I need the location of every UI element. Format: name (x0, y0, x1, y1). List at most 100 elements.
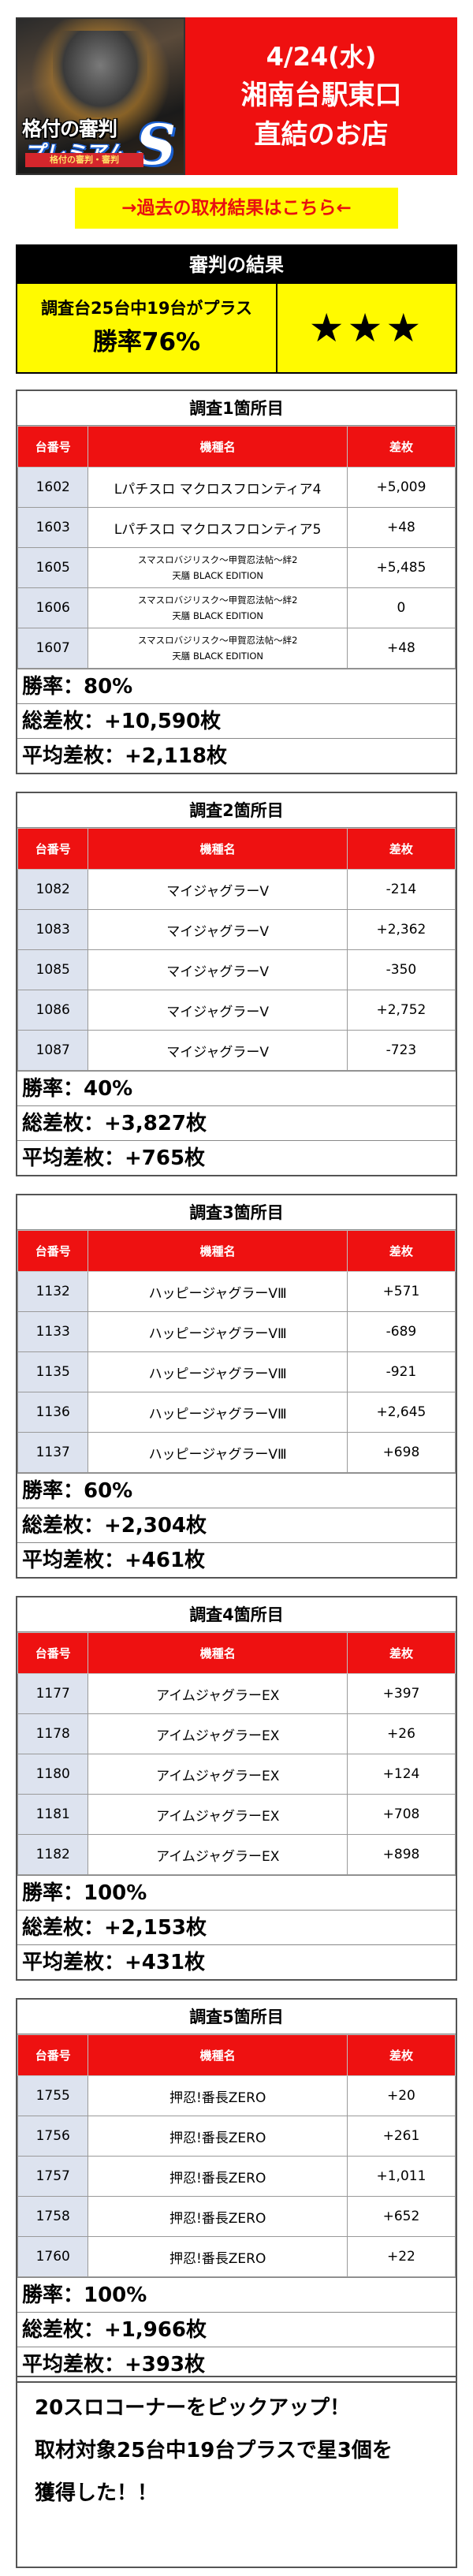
table-row: 1758 押忍!番長ZERO +652 (17, 2196, 456, 2237)
table-row: 1137 ハッピージャグラーVⅢ +698 (17, 1432, 456, 1473)
summary-line-2: 取材対象25台中19台プラスで星3個を (35, 2439, 393, 2462)
difference-value: +652 (346, 2196, 456, 2237)
machine-number: 1135 (17, 1351, 89, 1392)
difference-value: +397 (347, 1673, 456, 1714)
difference-value: +22 (346, 2236, 456, 2277)
table-row: 1757 押忍!番長ZERO +1,011 (17, 2156, 456, 2197)
column-header-difference: 差枚 (346, 2034, 456, 2076)
table-row: 1136 ハッピージャグラーVⅢ +2,645 (17, 1392, 456, 1433)
machine-name: マイジャグラーV (88, 909, 348, 950)
difference-value: +698 (346, 1432, 456, 1473)
machine-number: 1136 (17, 1392, 89, 1433)
machine-name-line-2: 天膳 BLACK EDITION (172, 610, 264, 621)
machine-number: 1087 (17, 1030, 89, 1071)
machine-number: 1760 (17, 2236, 89, 2277)
column-header-machine-number: 台番号 (17, 828, 89, 870)
machine-number: 1607 (17, 628, 89, 669)
machine-name: ハッピージャグラーVⅢ (88, 1392, 348, 1433)
results-table: 台番号 機種名 差枚 1082 マイジャグラーV -214 1083 マイジャグラーV +2,3… (17, 828, 456, 1071)
machine-number: 1132 (17, 1271, 89, 1312)
win-rate: 勝率：60% (17, 1473, 456, 1508)
survey-title: 調査1箇所目 (17, 391, 456, 426)
verdict-win-rate: 勝率76% (92, 328, 201, 356)
total-difference: 総差枚：+3,827枚 (17, 1105, 456, 1140)
table-row: 1177 アイムジャグラーEX +397 (17, 1673, 456, 1714)
verdict-star-rating: ★★★ (308, 305, 425, 351)
column-header-machine-name: 機種名 (88, 828, 348, 870)
table-row: 1602 Lパチスロ マクロスフロンティア4 +5,009 (17, 467, 456, 508)
machine-name: マイジャグラーV (88, 869, 348, 910)
machine-number: 1082 (17, 869, 89, 910)
machine-name-line-2: 天膳 BLACK EDITION (172, 570, 264, 581)
difference-value: 0 (346, 587, 456, 628)
column-header-machine-number: 台番号 (17, 2034, 89, 2076)
machine-number: 1755 (17, 2075, 89, 2116)
table-row: 1132 ハッピージャグラーVⅢ +571 (17, 1271, 456, 1312)
machine-name: アイムジャグラーEX (88, 1754, 348, 1795)
difference-value: +571 (346, 1271, 456, 1312)
difference-value: +2,752 (346, 990, 456, 1031)
column-header-difference: 差枚 (347, 1632, 456, 1674)
machine-name: アイムジャグラーEX (88, 1834, 348, 1875)
table-row: 1756 押忍!番長ZERO +261 (17, 2116, 456, 2157)
survey-title: 調査3箇所目 (17, 1195, 456, 1230)
machine-number: 1758 (17, 2196, 89, 2237)
difference-value: +261 (346, 2116, 456, 2157)
difference-value: +48 (346, 628, 456, 669)
column-header-difference: 差枚 (346, 426, 456, 468)
machine-name: 押忍!番長ZERO (88, 2236, 348, 2277)
machine-name: マイジャグラーV (88, 1030, 348, 1071)
machine-name: ハッピージャグラーVⅢ (88, 1432, 348, 1473)
machine-name: Lパチスロ マクロスフロンティア5 (88, 507, 348, 548)
machine-name: Lパチスロ マクロスフロンティア4 (88, 467, 348, 508)
event-logo: 格付の審判 プレミアム S 格付の審判・審判 (16, 17, 185, 175)
past-results-link[interactable]: →過去の取材結果はこちら← (75, 188, 398, 229)
machine-number: 1757 (17, 2156, 89, 2197)
win-rate: 勝率：40% (17, 1071, 456, 1105)
machine-name-line-1: スマスロバジリスク～甲賀忍法帖～絆2 (137, 554, 298, 565)
table-row: 1087 マイジャグラーV -723 (17, 1030, 456, 1071)
difference-value: -921 (346, 1351, 456, 1392)
logo-title: 格付の審判 (22, 117, 117, 140)
summary-line-3: 獲得した！！ (35, 2481, 158, 2505)
machine-number: 1606 (17, 587, 89, 628)
machine-name: アイムジャグラーEX (88, 1713, 348, 1754)
table-row: 1606 スマスロバジリスク～甲賀忍法帖～絆2 天膳 BLACK EDITION 0 (17, 587, 456, 628)
results-table: 台番号 機種名 差枚 1602 Lパチスロ マクロスフロンティア4 +5,009 1603 L… (17, 426, 456, 669)
machine-name: スマスロバジリスク～甲賀忍法帖～絆2 天膳 BLACK EDITION (88, 587, 348, 628)
machine-name: アイムジャグラーEX (88, 1673, 348, 1714)
total-difference: 総差枚：+2,153枚 (17, 1910, 456, 1944)
summary-footer: 20スロコーナーをピックアップ！ 取材対象25台中19台プラスで星3個を 獲得し… (16, 2376, 457, 2568)
column-header-machine-name: 機種名 (88, 426, 348, 468)
machine-number: 1180 (17, 1754, 89, 1795)
survey-section-1: 調査1箇所目 台番号 機種名 差枚 1602 Lパチスロ マクロスフロンティア4 +5,00… (16, 390, 457, 774)
machine-number: 1603 (17, 507, 89, 548)
average-difference: 平均差枚：+461枚 (17, 1542, 456, 1577)
survey-title: 調査4箇所目 (17, 1597, 456, 1632)
machine-number: 1133 (17, 1311, 89, 1352)
difference-value: +48 (346, 507, 456, 548)
machine-name-line-2: 天膳 BLACK EDITION (172, 651, 264, 662)
win-rate: 勝率：100% (17, 1875, 456, 1910)
average-difference: 平均差枚：+393枚 (17, 2347, 456, 2381)
machine-name: マイジャグラーV (88, 990, 348, 1031)
survey-title: 調査5箇所目 (17, 2000, 456, 2034)
difference-value: +124 (347, 1754, 456, 1795)
machine-name: ハッピージャグラーVⅢ (88, 1311, 348, 1352)
table-row: 1760 押忍!番長ZERO +22 (17, 2236, 456, 2277)
column-header-machine-number: 台番号 (17, 1230, 89, 1272)
verdict-title: 審判の結果 (17, 246, 456, 284)
column-header-machine-number: 台番号 (17, 1632, 89, 1674)
difference-value: +20 (346, 2075, 456, 2116)
machine-number: 1086 (17, 990, 89, 1031)
machine-number: 1602 (17, 467, 89, 508)
difference-value: +708 (347, 1794, 456, 1835)
survey-section-2: 調査2箇所目 台番号 機種名 差枚 1082 マイジャグラーV -214 1083 マイジャグラ… (16, 792, 457, 1176)
table-row: 1133 ハッピージャグラーVⅢ -689 (17, 1311, 456, 1352)
machine-number: 1177 (17, 1673, 89, 1714)
results-table: 台番号 機種名 差枚 1755 押忍!番長ZERO +20 1756 押忍!番長ZERO +26… (17, 2034, 456, 2277)
machine-number: 1085 (17, 949, 89, 990)
table-row: 1086 マイジャグラーV +2,752 (17, 990, 456, 1031)
machine-name: ハッピージャグラーVⅢ (88, 1271, 348, 1312)
machine-name: 押忍!番長ZERO (88, 2196, 348, 2237)
